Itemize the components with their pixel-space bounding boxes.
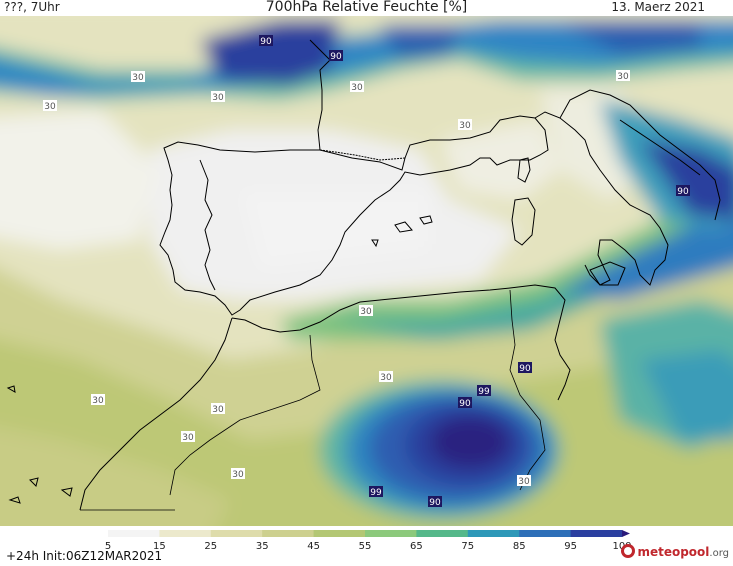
svg-text:90: 90 [330,52,342,62]
svg-text:99: 99 [370,488,382,498]
coastlines [6,39,721,511]
legend-tick-label: 55 [359,541,372,552]
brand-name: meteopool [637,545,710,559]
svg-text:30: 30 [232,470,244,480]
brand-tld: .org [709,548,729,559]
contour-label: 30 [231,468,245,480]
svg-text:30: 30 [518,477,530,487]
contour-label: 99 [369,486,383,498]
contour-label: 90 [428,496,442,508]
map-title: 700hPa Relative Feuchte [%] [265,0,468,15]
contour-label: 90 [676,185,690,197]
brand-logo[interactable]: meteopool.org [621,544,729,559]
humidity-field [0,16,733,526]
contour-label: 30 [43,100,57,112]
contour-labels: 90 90 30 30 30 30 30 30 90 30 30 30 30 30 30 90 99 90 99 90… [43,35,690,508]
legend-tick-label: 35 [256,541,269,552]
header-bar: ???, 7Uhr 700hPa Relative Feuchte [%] 13… [0,0,733,16]
contour-label: 30 [350,81,364,93]
contour-label: 30 [359,305,373,317]
legend-swatch [365,530,417,537]
svg-text:30: 30 [360,307,372,317]
humidity-map[interactable]: 90 90 30 30 30 30 30 30 90 30 30 30 30 30 30 90 99 90 99 90… [0,16,733,526]
legend-swatch [108,530,160,537]
legend-swatch [159,530,212,537]
init-time: +24h Init:06Z12MAR2021 [6,549,163,563]
contour-label: 30 [131,71,145,83]
svg-text:30: 30 [212,93,224,103]
legend-swatch [262,530,315,537]
legend-swatch [519,530,572,537]
footer-bar: 5152535455565758595100 +24h Init:06Z12MA… [0,526,733,566]
legend-swatch [210,530,263,537]
svg-text:30: 30 [92,396,104,406]
legend-tick-label: 85 [513,541,526,552]
legend-swatch [467,530,520,537]
contour-label: 30 [211,403,225,415]
contour-label: 30 [517,475,531,487]
svg-text:30: 30 [380,373,392,383]
svg-text:90: 90 [459,399,471,409]
svg-text:30: 30 [212,405,224,415]
legend-tick-label: 5 [105,541,111,552]
contour-label: 30 [616,70,630,82]
legend-tick-label: 15 [153,541,166,552]
meteopool-logo-icon [621,544,636,558]
legend-swatch [416,530,469,537]
legend-tick-label: 65 [410,541,423,552]
svg-text:90: 90 [519,364,531,374]
svg-text:30: 30 [617,72,629,82]
contour-label: 30 [458,119,472,131]
legend-tick-label: 95 [564,541,577,552]
legend-end-arrow [622,530,630,537]
contour-label: 90 [259,35,273,47]
contour-label: 90 [518,362,532,374]
contour-label: 30 [379,371,393,383]
legend-tick-label: 45 [307,541,320,552]
svg-text:30: 30 [132,73,144,83]
contour-label: 30 [91,394,105,406]
contour-label: 30 [181,431,195,443]
legend-tick-label: 25 [204,541,217,552]
legend-swatch [313,530,366,537]
contour-label: 99 [477,385,491,397]
contour-label: 90 [329,50,343,62]
legend-swatch [570,530,623,537]
legend-tick-label: 75 [461,541,474,552]
svg-text:99: 99 [478,387,490,397]
svg-text:90: 90 [429,498,441,508]
svg-text:30: 30 [182,433,194,443]
contour-label: 90 [458,397,472,409]
forecast-date: 13. Maerz 2021 [611,0,705,14]
forecast-time-label: ???, 7Uhr [4,0,60,14]
contour-label: 30 [211,91,225,103]
svg-text:30: 30 [44,102,56,112]
svg-text:30: 30 [459,121,471,131]
svg-text:30: 30 [351,83,363,93]
svg-text:90: 90 [677,187,689,197]
svg-text:90: 90 [260,37,272,47]
